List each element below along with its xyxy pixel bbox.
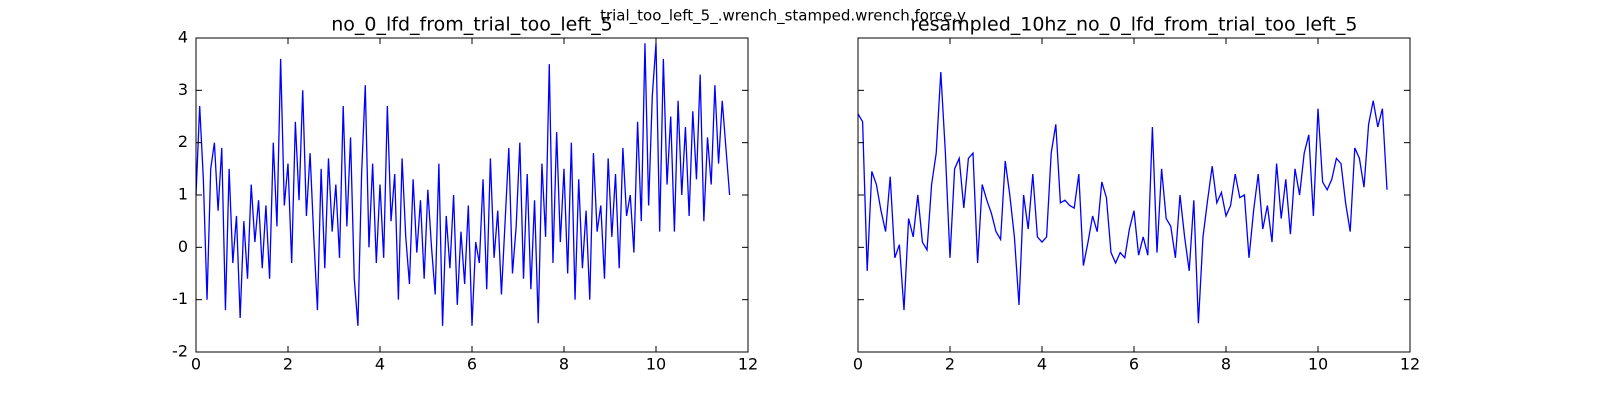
x-tick-label: 4 <box>375 355 385 374</box>
x-tick-label: 10 <box>1308 355 1328 374</box>
y-tick-label: 0 <box>178 237 188 256</box>
data-line <box>857 71 1388 324</box>
y-tick-label: 4 <box>178 28 188 47</box>
x-tick-label: 8 <box>559 355 569 374</box>
y-tick-label: -2 <box>172 342 188 361</box>
data-line <box>195 43 731 326</box>
x-tick-label: 2 <box>283 355 293 374</box>
x-tick-label: 8 <box>1221 355 1231 374</box>
subplot-title: no_0_lfd_from_trial_too_left_5 <box>331 14 613 36</box>
y-tick-label: 3 <box>178 80 188 99</box>
y-tick-label: 1 <box>178 185 188 204</box>
x-tick-label: 10 <box>646 355 666 374</box>
x-tick-label: 0 <box>853 355 863 374</box>
y-tick-label: 2 <box>178 132 188 151</box>
subplot-title: resampled_10hz_no_0_lfd_from_trial_too_l… <box>911 14 1358 36</box>
x-tick-label: 12 <box>1400 355 1420 374</box>
figure-title: trial_too_left_5_.wrench_stamped.wrench.… <box>600 7 966 26</box>
x-tick-label: 6 <box>467 355 477 374</box>
x-tick-label: 6 <box>1129 355 1139 374</box>
y-tick-label: -1 <box>172 289 188 308</box>
axes-frame <box>857 37 1411 353</box>
x-tick-label: 0 <box>191 355 201 374</box>
x-tick-label: 2 <box>945 355 955 374</box>
x-tick-label: 4 <box>1037 355 1047 374</box>
x-tick-label: 12 <box>738 355 758 374</box>
